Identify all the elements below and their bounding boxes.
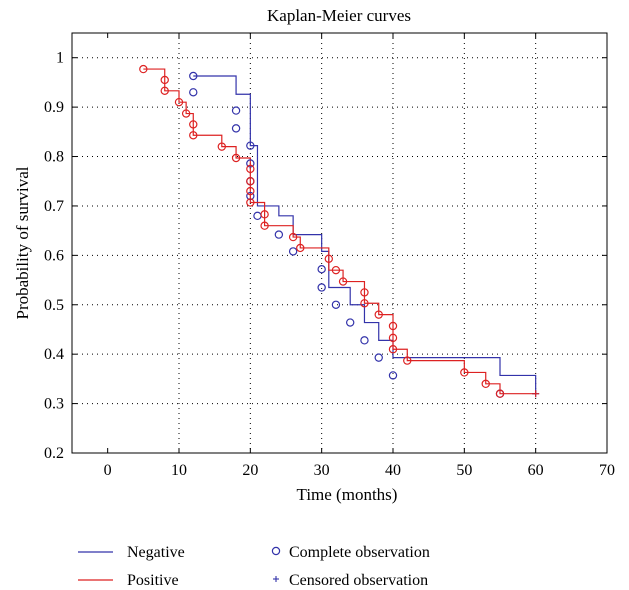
- complete-observation-negative: [246, 191, 255, 201]
- complete-observation-positive: [388, 321, 398, 331]
- x-tick-label: 0: [104, 462, 112, 479]
- complete-observation-negative: [253, 211, 262, 221]
- complete-observation-negative: [331, 300, 341, 309]
- complete-observation-negative: [360, 336, 369, 345]
- grid-lines: [72, 33, 607, 453]
- complete-observation-negative: [246, 159, 255, 168]
- complete-observation-negative: [246, 141, 255, 150]
- x-tick-label: 60: [528, 462, 544, 479]
- complete-observation-negative: [189, 88, 198, 97]
- complete-observation-positive: [217, 142, 226, 151]
- legend-negative-label: Negative: [127, 544, 185, 561]
- complete-observation-positive: [360, 288, 369, 297]
- complete-observation-positive: [481, 379, 490, 389]
- y-tick-label: 0.3: [44, 396, 64, 413]
- x-axis-title: Time (months): [297, 485, 398, 504]
- observation-markers: [139, 64, 540, 398]
- complete-observation-positive: [338, 277, 348, 286]
- complete-observation-positive: [160, 75, 169, 85]
- complete-observation-positive: [403, 356, 412, 365]
- complete-observation-negative: [374, 353, 383, 362]
- y-tick-label: 0.2: [44, 445, 64, 462]
- y-tick-label: 0.6: [44, 247, 64, 264]
- legend-censored-label: Censored observation: [289, 572, 428, 589]
- complete-observation-positive: [246, 186, 255, 196]
- y-tick-label: 0.4: [44, 346, 64, 363]
- complete-observation-negative: [346, 318, 355, 327]
- complete-observation-positive: [246, 164, 255, 174]
- axis-ticks: 0 10 20 30 40 50 60 70 0.2 0.3 0.4 0.5 0.6 0.7 0.8 0.9 1: [44, 33, 615, 479]
- complete-observation-positive: [189, 120, 198, 129]
- circle-icon: [271, 546, 281, 556]
- complete-observation-negative: [317, 283, 326, 292]
- complete-observation-negative: [288, 247, 298, 256]
- series-line-negative: [193, 75, 537, 394]
- censored-observation-positive: [532, 390, 540, 398]
- x-tick-label: 10: [171, 462, 187, 479]
- complete-observation-positive: [324, 254, 333, 264]
- complete-observation-positive: [246, 177, 255, 186]
- complete-observation-negative: [274, 230, 284, 239]
- x-tick-label: 50: [456, 462, 472, 479]
- complete-observation-positive: [296, 243, 305, 253]
- complete-observation-positive: [288, 232, 298, 242]
- legend: Negative Positive Complete observation C…: [78, 544, 430, 589]
- series-line-positive: [143, 68, 536, 395]
- complete-observation-negative: [388, 371, 398, 380]
- complete-observation-positive: [374, 310, 383, 319]
- plot-frame: [71, 32, 608, 454]
- y-tick-label: 0.8: [44, 149, 64, 166]
- complete-observation-positive: [246, 198, 255, 207]
- complete-observation-negative: [231, 124, 241, 133]
- complete-observation-positive: [495, 389, 505, 398]
- y-tick-label: 0.7: [44, 198, 64, 215]
- complete-observation-positive: [331, 265, 341, 275]
- complete-observation-positive: [260, 221, 269, 230]
- complete-observation-negative: [231, 106, 241, 115]
- complete-observation-positive: [231, 153, 241, 163]
- y-tick-label: 0.9: [44, 99, 64, 116]
- y-tick-label: 0.5: [44, 297, 64, 314]
- complete-observation-positive: [260, 210, 269, 219]
- complete-observation-positive: [460, 368, 469, 377]
- legend-complete-label: Complete observation: [289, 544, 430, 561]
- complete-observation-positive: [174, 97, 184, 107]
- x-tick-label: 30: [314, 462, 330, 479]
- series-lines: [143, 68, 537, 395]
- plus-icon: [273, 576, 279, 582]
- complete-observation-positive: [388, 345, 398, 354]
- complete-observation-negative: [189, 71, 198, 81]
- complete-observation-positive: [388, 333, 398, 343]
- complete-observation-positive: [160, 86, 169, 96]
- chart-title: Kaplan-Meier curves: [267, 6, 411, 25]
- complete-observation-positive: [139, 64, 148, 74]
- legend-positive-label: Positive: [127, 572, 179, 589]
- x-tick-label: 40: [385, 462, 401, 479]
- complete-observation-positive: [181, 109, 191, 118]
- complete-observation-positive: [189, 131, 198, 140]
- x-tick-label: 70: [599, 462, 615, 479]
- x-tick-label: 20: [242, 462, 258, 479]
- y-tick-label: 1: [56, 50, 64, 67]
- complete-observation-positive: [360, 299, 369, 308]
- y-axis-title: Probability of survival: [13, 166, 32, 319]
- complete-observation-negative: [317, 264, 326, 274]
